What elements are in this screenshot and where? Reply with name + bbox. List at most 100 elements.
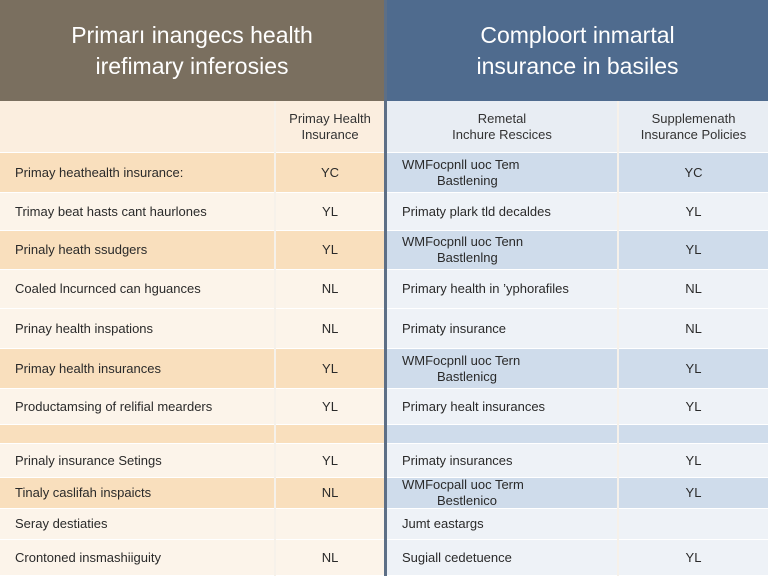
remetal-label: Sugiall cedetuence bbox=[402, 549, 512, 565]
column-header-remetal: Remetal Inchure Rescices bbox=[387, 101, 617, 153]
feature-cell: Primay heathealth insurance: bbox=[0, 153, 274, 193]
table-row: Seray destiaties Jumt eastargs bbox=[0, 509, 768, 540]
feature-cell bbox=[0, 425, 274, 444]
column-header-remetal-line1: Remetal bbox=[477, 110, 527, 126]
primary-value-cell: NL bbox=[276, 309, 384, 349]
supplemental-value: YL bbox=[685, 549, 702, 565]
supplemental-value-cell: NL bbox=[619, 270, 768, 309]
feature-label: Seray destiaties bbox=[15, 516, 108, 531]
remetal-cell: WMFocpnll uoc Tern Bastlenicg bbox=[387, 349, 617, 389]
feature-label: Tinaly caslifah inspaicts bbox=[15, 485, 152, 500]
feature-cell: Primay health insurances bbox=[0, 349, 274, 389]
feature-cell: Trimay beat hasts cant haurlones bbox=[0, 193, 274, 231]
column-header-primary: Primay Health Insurance bbox=[276, 101, 384, 153]
primary-value: YL bbox=[322, 203, 338, 219]
remetal-cell: WMFocpnll uoc Tenn Bastlenlng bbox=[387, 231, 617, 270]
table-row: Prinay health inspations NL Primaty insura… bbox=[0, 309, 768, 349]
feature-cell: Coaled lncurnced can hguances bbox=[0, 270, 274, 309]
feature-label: Prinaly insurance Setings bbox=[15, 452, 162, 468]
remetal-label-line2: Bastlenlng bbox=[437, 250, 498, 265]
primary-value: YL bbox=[322, 452, 338, 468]
table-row: Primay heathealth insurance: YC WMFocpnll … bbox=[0, 153, 768, 193]
column-header-primary-line2: Insurance bbox=[301, 126, 359, 142]
supplemental-value-cell bbox=[619, 509, 768, 540]
remetal-label: Primary health in ’yphorafiles bbox=[402, 281, 569, 296]
remetal-cell: Primaty plark tld decaldes bbox=[387, 193, 617, 231]
primary-value: YL bbox=[322, 398, 338, 414]
primary-value: YL bbox=[322, 242, 338, 257]
feature-label: Prinaly heath ssudgers bbox=[15, 242, 148, 257]
primary-value-cell: YL bbox=[276, 231, 384, 270]
table-row: Trimay beat hasts cant haurlones YL Primat… bbox=[0, 193, 768, 231]
feature-cell: Seray destiaties bbox=[0, 509, 274, 540]
column-header-supplemental-line2: Insurance Policies bbox=[640, 126, 747, 142]
supplemental-value: YC bbox=[684, 164, 703, 180]
column-header-row: Primay Health Insurance Remetal Inchure … bbox=[0, 101, 768, 153]
primary-value: NL bbox=[321, 549, 339, 565]
remetal-label-line1: WMFocpall uoc Term bbox=[402, 477, 524, 492]
primary-value: NL bbox=[321, 281, 339, 296]
supplemental-value-cell: NL bbox=[619, 309, 768, 349]
supplemental-value: YL bbox=[685, 398, 702, 414]
feature-label: Primay heathealth insurance: bbox=[15, 164, 184, 180]
primary-value-cell: YC bbox=[276, 153, 384, 193]
feature-cell: Prinay health inspations bbox=[0, 309, 274, 349]
remetal-cell: WMFocpnll uoc Tem Bastlening bbox=[387, 153, 617, 193]
column-header-remetal-line2: Inchure Rescices bbox=[452, 126, 552, 142]
feature-cell: Prinaly heath ssudgers bbox=[0, 231, 274, 270]
table-row bbox=[0, 425, 768, 444]
primary-value-cell: YL bbox=[276, 389, 384, 425]
table-row: Prinaly insurance Setings YL Primaty insur… bbox=[0, 444, 768, 478]
feature-cell: Prinaly insurance Setings bbox=[0, 444, 274, 478]
remetal-label-line2: Bastlenicg bbox=[437, 368, 497, 384]
remetal-label-line2: Bastlening bbox=[437, 172, 498, 188]
supplemental-value-cell bbox=[619, 425, 768, 444]
column-header-empty bbox=[0, 101, 274, 153]
remetal-label: Primary healt insurances bbox=[402, 398, 546, 414]
feature-cell: Productamsing of relifial mearders bbox=[0, 389, 274, 425]
left-header-line2: irefimary inferosies bbox=[95, 52, 289, 79]
table-row: Tinaly caslifah inspaicts NL WMFocpall uoc… bbox=[0, 477, 768, 509]
supplemental-value: YL bbox=[685, 452, 702, 468]
remetal-label-line1: WMFocpnll uoc Tern bbox=[402, 352, 521, 368]
remetal-cell: WMFocpall uoc Term Bestlenico bbox=[387, 477, 617, 509]
feature-label: Coaled lncurnced can hguances bbox=[15, 281, 201, 296]
right-header-line1: Comploort inmartal bbox=[480, 21, 675, 48]
primary-value: YL bbox=[322, 360, 338, 376]
feature-label: Prinay health inspations bbox=[15, 320, 154, 336]
feature-cell: Crontoned insmashiiguity bbox=[0, 540, 274, 576]
remetal-label-line1: WMFocpnll uoc Tem bbox=[402, 156, 520, 172]
supplemental-value: YL bbox=[685, 360, 702, 376]
remetal-label-line1: WMFocpnll uoc Tenn bbox=[402, 234, 524, 249]
primary-value: YC bbox=[320, 164, 340, 180]
primary-value-cell: NL bbox=[276, 478, 384, 509]
left-header-line1: Primarı inangecs health bbox=[71, 21, 313, 48]
supplemental-value-cell: YL bbox=[619, 389, 768, 425]
feature-cell: Tinaly caslifah inspaicts bbox=[0, 478, 274, 509]
remetal-label-line2: Bestlenico bbox=[437, 493, 497, 508]
table-row: Crontoned insmashiiguity NL Sugiall cedetu… bbox=[0, 540, 768, 576]
right-header-line2: insurance in basiles bbox=[476, 52, 679, 79]
supplemental-value: NL bbox=[685, 281, 702, 296]
primary-value-cell bbox=[276, 509, 384, 540]
supplemental-value-cell: YC bbox=[619, 153, 768, 193]
remetal-cell: Jumt eastargs bbox=[387, 509, 617, 540]
feature-label: Productamsing of relifial mearders bbox=[15, 398, 213, 414]
primary-value-cell: NL bbox=[276, 540, 384, 576]
remetal-label: Jumt eastargs bbox=[402, 516, 484, 531]
supplemental-value: YL bbox=[685, 203, 702, 219]
remetal-cell: Primaty insurances bbox=[387, 444, 617, 478]
remetal-label: Primaty plark tld decaldes bbox=[402, 203, 551, 219]
supplemental-value-cell: YL bbox=[619, 540, 768, 576]
feature-label: Crontoned insmashiiguity bbox=[15, 549, 161, 565]
remetal-label: Primaty insurances bbox=[402, 452, 513, 468]
remetal-cell: Primary health in ’yphorafiles bbox=[387, 270, 617, 309]
supplemental-value: NL bbox=[685, 320, 702, 336]
column-header-primary-line1: Primay Health bbox=[289, 110, 371, 126]
primary-value: NL bbox=[321, 320, 339, 336]
table-row: Prinaly heath ssudgers YL WMFocpnll uoc Te… bbox=[0, 231, 768, 270]
remetal-cell: Primary healt insurances bbox=[387, 389, 617, 425]
remetal-cell: Sugiall cedetuence bbox=[387, 540, 617, 576]
primary-value-cell: YL bbox=[276, 444, 384, 478]
column-header-supplemental: Supplemenath Insurance Policies bbox=[619, 101, 768, 153]
